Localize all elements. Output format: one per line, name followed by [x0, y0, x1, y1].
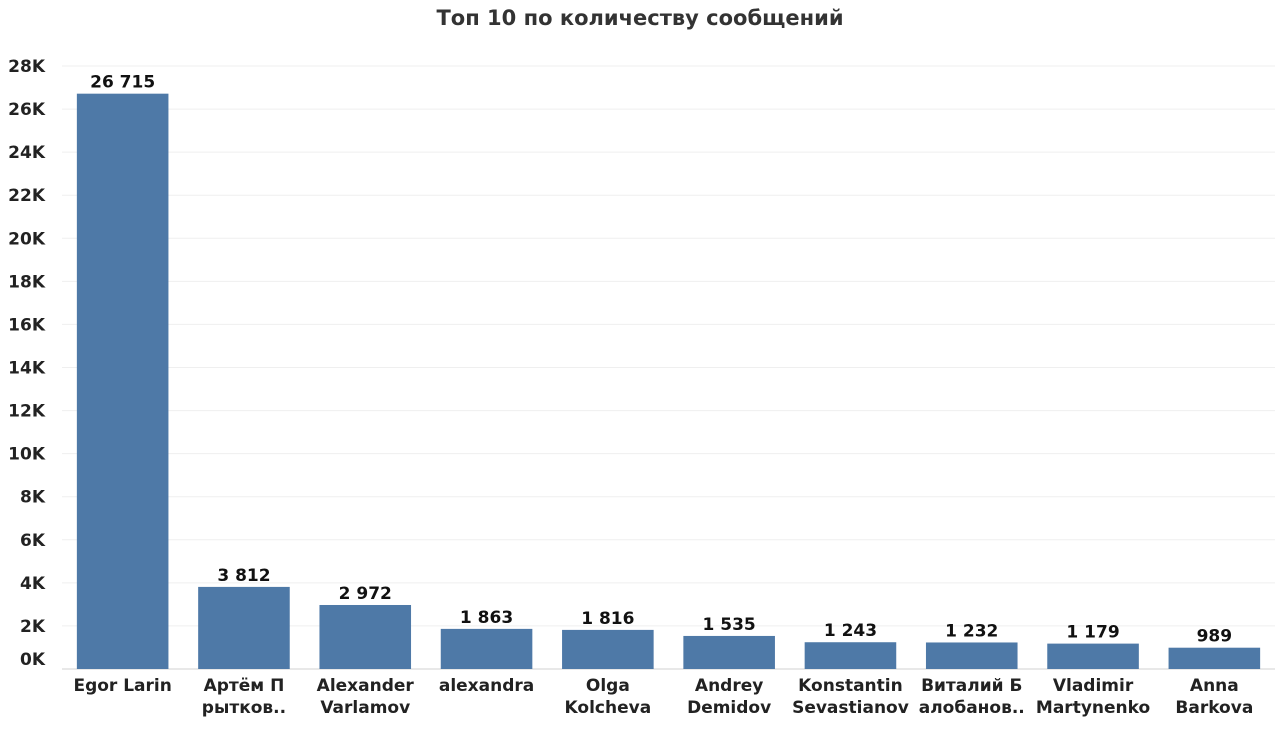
bar[interactable] [440, 628, 533, 669]
x-tick-label: Anna [1190, 676, 1239, 696]
x-tick-label: alexandra [439, 676, 534, 696]
x-tick-label: Demidov [687, 698, 771, 718]
data-labels: 26 715 3 812 2 972 1 863 1 816 1 535 1 243 1 23… [90, 73, 1232, 647]
y-tick-label: 24K [8, 143, 46, 163]
bar[interactable] [562, 629, 654, 669]
chart-title: Топ 10 по количеству сообщений [436, 6, 844, 30]
data-label: 1 243 [824, 621, 877, 641]
data-label: 1 179 [1066, 623, 1119, 643]
y-tick-label: 8K [20, 488, 46, 508]
bars [76, 93, 1261, 669]
y-tick-label: 10K [8, 445, 46, 465]
data-label: 26 715 [90, 73, 155, 93]
x-tick-label: рытков.. [202, 698, 286, 718]
bar[interactable] [198, 586, 290, 669]
y-tick-label: 16K [8, 315, 46, 335]
data-label: 989 [1197, 627, 1233, 647]
x-tick-label: Olga [586, 676, 630, 696]
x-tick-label: Egor Larin [73, 676, 171, 696]
y-axis: 0K 2K 4K 6K 8K 10K 12K 14K 16K 18K 20K 22K 24K 26K 28K [8, 57, 46, 670]
x-tick-label: Артём П [204, 676, 285, 696]
x-tick-label: алобанов.. [919, 698, 1025, 718]
y-tick-label: 12K [8, 402, 46, 422]
y-tick-label: 6K [20, 531, 46, 551]
y-tick-label: 0K [20, 650, 46, 670]
bar[interactable] [1168, 647, 1261, 669]
gridlines [62, 65, 1275, 670]
bar[interactable] [925, 642, 1018, 669]
y-tick-label: 20K [8, 229, 46, 249]
data-label: 1 816 [581, 609, 634, 629]
y-tick-label: 26K [8, 100, 46, 120]
bar[interactable] [1047, 643, 1139, 669]
y-tick-label: 18K [8, 272, 46, 292]
bar[interactable] [319, 604, 412, 669]
x-tick-label: Alexander [317, 676, 415, 696]
bar[interactable] [683, 635, 775, 669]
data-label: 1 232 [945, 621, 998, 641]
bar[interactable] [804, 642, 897, 669]
x-tick-label: Sevastianov [792, 698, 909, 718]
y-tick-label: 2K [20, 617, 46, 637]
x-tick-label: Виталий Б [921, 676, 1022, 696]
data-label: 3 812 [217, 566, 270, 586]
x-tick-label: Konstantin [798, 676, 903, 696]
x-tick-label: Varlamov [320, 698, 410, 718]
bar[interactable] [76, 93, 169, 669]
y-tick-label: 14K [8, 359, 46, 379]
y-tick-label: 28K [8, 57, 46, 77]
x-tick-label: Vladimir [1053, 676, 1134, 696]
y-tick-label: 22K [8, 186, 46, 206]
y-tick-label: 4K [20, 574, 46, 594]
x-tick-label: Barkova [1175, 698, 1253, 718]
x-tick-label: Martynenko [1036, 698, 1150, 718]
x-tick-label: Kolcheva [565, 698, 652, 718]
data-label: 1 535 [703, 615, 756, 635]
data-label: 2 972 [339, 584, 392, 604]
x-tick-label: Andrey [695, 676, 763, 696]
data-label: 1 863 [460, 608, 513, 628]
